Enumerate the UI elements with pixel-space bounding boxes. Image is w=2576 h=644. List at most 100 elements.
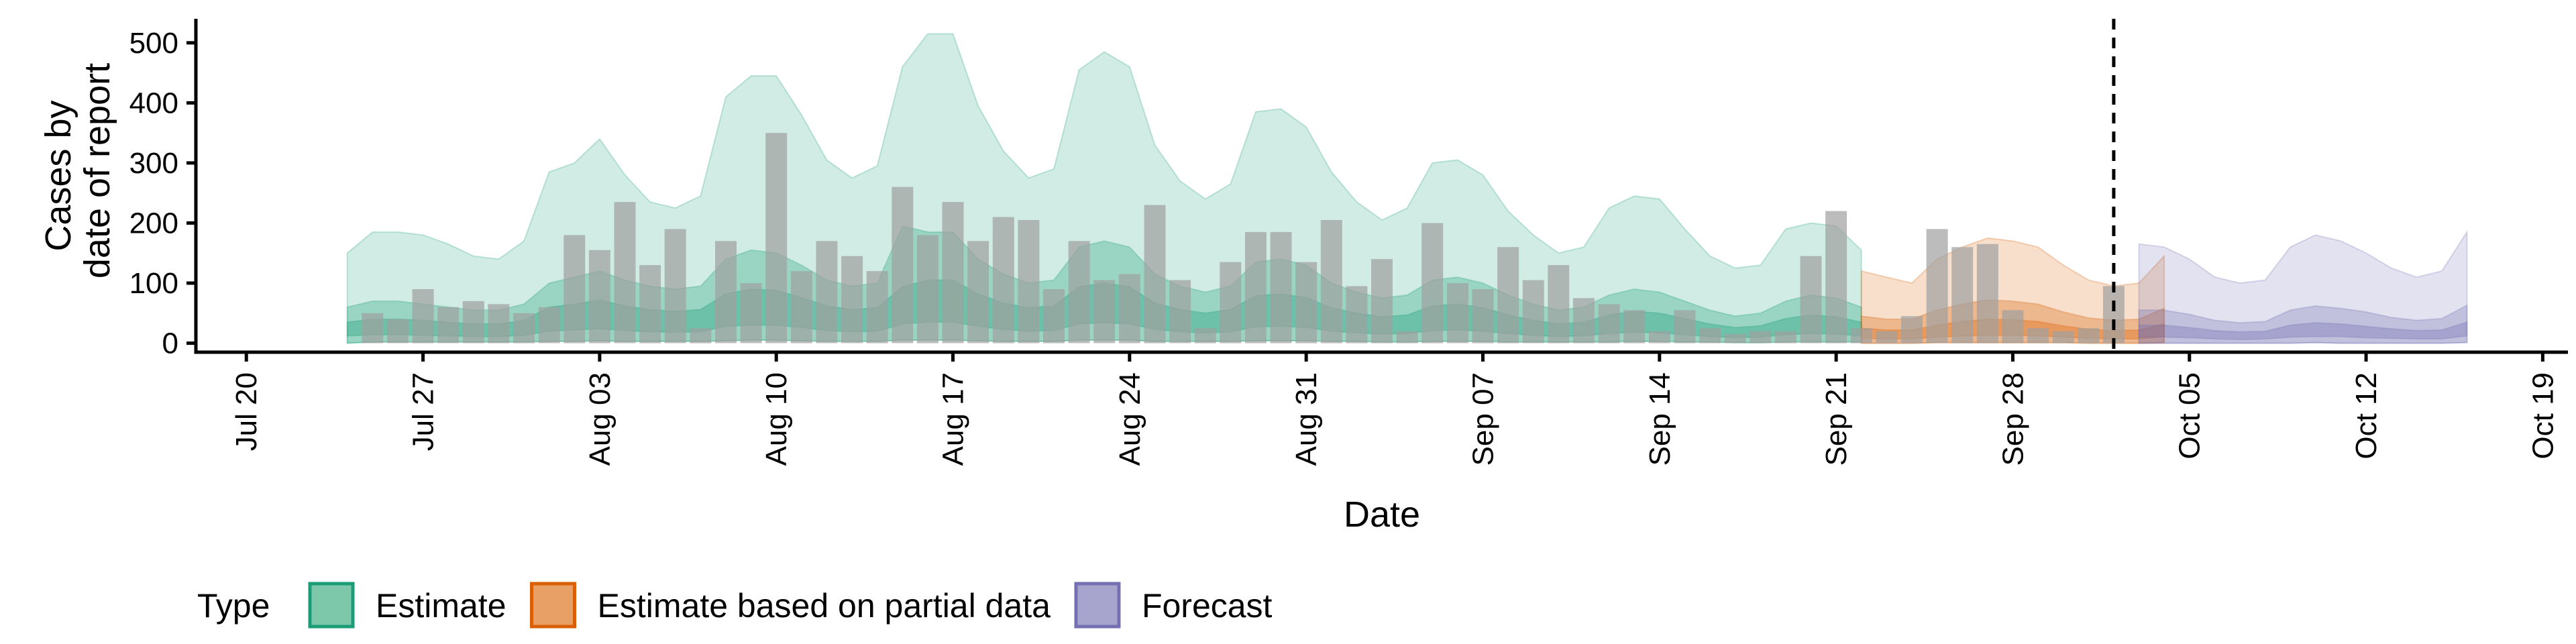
bar (790, 271, 812, 343)
legend-key-estimate-based-on-partial-data (530, 582, 577, 629)
bar (1674, 310, 1696, 343)
bar (362, 313, 384, 343)
x-tick-label: Sep 21 (1820, 372, 1853, 466)
bar (2027, 328, 2049, 343)
bar (1295, 262, 1318, 343)
bar (1244, 231, 1267, 343)
legend-key-estimate (308, 582, 355, 629)
y-ticks: 0 100 200 300 400 500 (129, 27, 196, 360)
y-tick-label: 500 (129, 27, 178, 60)
bar (1750, 331, 1772, 343)
y-tick-label: 400 (129, 87, 178, 119)
bar (1169, 280, 1191, 343)
legend-title: Type (197, 587, 270, 625)
bar (1648, 331, 1670, 343)
x-ticks: Jul 20 Jul 27 Aug 03 Aug 10 Aug 17 Aug 24 Aug … (230, 352, 2559, 466)
bar (1724, 334, 1746, 343)
x-axis-title: Date (1344, 494, 1420, 535)
x-tick-label: Sep 28 (1996, 372, 2029, 466)
legend: Type Estimate Estimate based on partial d… (197, 582, 1273, 629)
bar (866, 271, 888, 343)
bar (538, 307, 560, 343)
bar (2052, 331, 2074, 343)
band-forecast-90-interval (2138, 229, 2468, 344)
bar (942, 202, 964, 343)
legend-label-estimate-based-on-partial-data: Estimate based on partial data (598, 587, 1051, 625)
bar (1396, 331, 1418, 343)
x-tick-label: Oct 19 (2526, 372, 2559, 460)
bar (1850, 328, 1872, 343)
y-tick-label: 300 (129, 147, 178, 180)
band-forecast-50-interval (2138, 304, 2468, 344)
bar (639, 265, 661, 343)
bar (967, 241, 989, 343)
bar (740, 283, 762, 343)
x-tick-label: Aug 17 (937, 372, 970, 466)
bar (1421, 223, 1444, 343)
bar (1144, 205, 1166, 343)
bar (2078, 328, 2100, 343)
y-tick-label: 0 (162, 327, 178, 360)
bar (513, 313, 535, 343)
bar (1194, 328, 1216, 343)
x-tick-label: Aug 31 (1290, 372, 1323, 466)
bar (1497, 247, 1519, 343)
legend-label-estimate: Estimate (376, 587, 506, 625)
bar (1548, 265, 1570, 343)
bar (1270, 231, 1292, 343)
bar (1093, 280, 1116, 343)
plot-bars (362, 133, 2125, 343)
bar (1043, 289, 1065, 343)
bar (1876, 331, 1898, 343)
x-tick-label: Aug 03 (584, 372, 616, 466)
bar (437, 307, 460, 343)
x-tick-label: Jul 20 (230, 372, 263, 451)
bar (1320, 220, 1342, 343)
bar (412, 289, 434, 343)
x-tick-label: Oct 12 (2350, 372, 2383, 460)
bar (614, 202, 636, 343)
bar (1572, 298, 1595, 343)
y-axis-title-line-1: Cases by (38, 100, 78, 251)
band-forecast-20-interval (2138, 321, 2468, 341)
y-axis-title-line-2: date of report (77, 63, 117, 278)
y-tick-label: 100 (129, 267, 178, 300)
bar (1800, 256, 1822, 343)
bar (564, 235, 586, 343)
bar (1220, 262, 1242, 343)
y-tick-label: 200 (129, 207, 178, 239)
bar (992, 217, 1014, 343)
bar (1598, 304, 1620, 343)
axes: 0 100 200 300 400 500 Jul 20 Jul 27 Aug 03 Aug 1… (129, 19, 2568, 466)
bar (1901, 316, 1923, 343)
bar (1825, 211, 1847, 343)
x-tick-label: Sep 07 (1466, 372, 1499, 466)
bar (462, 301, 484, 343)
bar (1951, 247, 1974, 343)
bar (1018, 220, 1040, 343)
bar (386, 319, 409, 343)
bar (2102, 286, 2125, 343)
bar (816, 241, 838, 343)
bar (1346, 286, 1368, 343)
bar (765, 133, 788, 343)
bar (1446, 283, 1468, 343)
bar (488, 304, 510, 343)
legend-label-forecast: Forecast (1142, 587, 1273, 625)
x-tick-label: Jul 27 (407, 372, 440, 451)
bar (1774, 331, 1796, 343)
bar (1068, 241, 1090, 343)
x-tick-label: Aug 10 (760, 372, 793, 466)
x-tick-label: Oct 05 (2174, 372, 2206, 460)
bar (916, 235, 938, 343)
bar (1976, 244, 1998, 343)
bar (841, 256, 863, 343)
bar (690, 328, 712, 343)
bar (1926, 229, 1948, 343)
bar (1623, 310, 1646, 343)
x-tick-label: Aug 24 (1114, 372, 1146, 466)
legend-key-forecast (1074, 582, 1121, 629)
bar (1118, 274, 1140, 343)
bar (2002, 310, 2024, 343)
